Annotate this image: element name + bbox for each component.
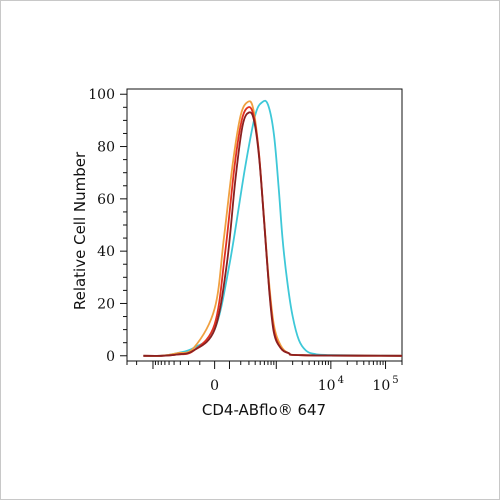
y-tick-label: 40: [97, 244, 115, 260]
x-axis: 0 10 4 10 5: [126, 361, 403, 394]
y-tick-label: 20: [97, 296, 115, 312]
x-tick-label: 0: [210, 378, 219, 394]
y-tick-label: 80: [97, 140, 115, 156]
y-tick-label: 60: [97, 192, 115, 208]
y-tick-label: 100: [88, 87, 115, 103]
series-line-1: [143, 99, 403, 357]
x-tick-label: 10 5: [372, 375, 398, 394]
series-layer: [143, 99, 403, 357]
series-line-4: [143, 111, 403, 357]
y-tick-label: 0: [106, 349, 115, 365]
x-axis-title: CD4-ABflo® 647: [202, 401, 326, 419]
x-tick-label: 10 4: [318, 375, 344, 394]
y-axis-title: Relative Cell Number: [71, 151, 89, 310]
series-line-2: [143, 100, 403, 357]
y-axis: 0 20 40 60 80 100: [88, 87, 127, 365]
